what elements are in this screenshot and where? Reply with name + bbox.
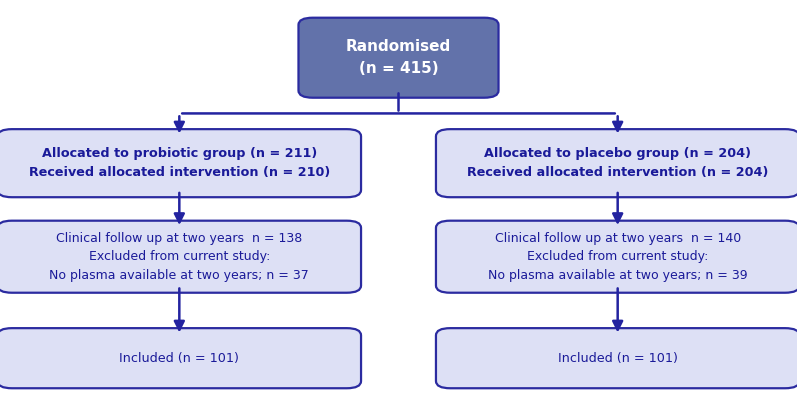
FancyBboxPatch shape bbox=[0, 328, 361, 388]
Text: Allocated to placebo group (n = 204)
Received allocated intervention (n = 204): Allocated to placebo group (n = 204) Rec… bbox=[467, 147, 768, 179]
Text: Clinical follow up at two years  n = 140
Excluded from current study:
No plasma : Clinical follow up at two years n = 140 … bbox=[488, 232, 748, 282]
Text: Randomised
(n = 415): Randomised (n = 415) bbox=[346, 39, 451, 76]
FancyBboxPatch shape bbox=[298, 18, 499, 98]
Text: Clinical follow up at two years  n = 138
Excluded from current study:
No plasma : Clinical follow up at two years n = 138 … bbox=[49, 232, 309, 282]
FancyBboxPatch shape bbox=[0, 129, 361, 197]
FancyBboxPatch shape bbox=[436, 129, 797, 197]
Text: Included (n = 101): Included (n = 101) bbox=[558, 352, 677, 365]
Text: Included (n = 101): Included (n = 101) bbox=[120, 352, 239, 365]
FancyBboxPatch shape bbox=[436, 220, 797, 293]
Text: Allocated to probiotic group (n = 211)
Received allocated intervention (n = 210): Allocated to probiotic group (n = 211) R… bbox=[29, 147, 330, 179]
FancyBboxPatch shape bbox=[0, 220, 361, 293]
FancyBboxPatch shape bbox=[436, 328, 797, 388]
